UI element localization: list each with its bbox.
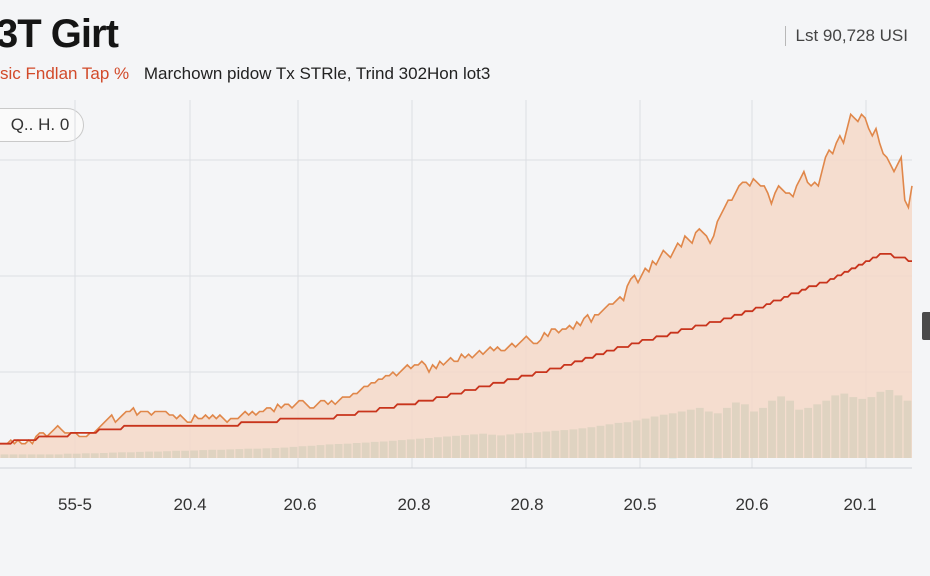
range-selector-button[interactable]: Q.. H. 0: [0, 108, 84, 142]
x-tick-label: 20.6: [283, 495, 316, 514]
x-tick-label: 20.4: [173, 495, 206, 514]
price-line: [0, 112, 913, 446]
subtitle-row: sic Fndlan Tap % Marchown pidow Tx STRle…: [0, 64, 490, 84]
subtitle-text: Marchown pidow Tx STRle, Trind 302Hon lo…: [143, 64, 491, 83]
scroll-handle[interactable]: [922, 312, 930, 340]
price-readout: Lst 90,728 USI: [784, 26, 908, 46]
subtitle-accent: sic Fndlan Tap %: [0, 64, 130, 83]
x-tick-label: 55-5: [58, 495, 92, 514]
x-tick-label: 20.6: [735, 495, 768, 514]
x-tick-label: 20.1: [843, 495, 876, 514]
x-tick-label: 20.8: [397, 495, 430, 514]
x-tick-label: 20.5: [623, 495, 656, 514]
price-area-fill: [0, 114, 912, 459]
chart-title: 3T Girt: [0, 12, 119, 56]
trend-line: [0, 253, 912, 445]
x-tick-label: 20.8: [510, 495, 543, 514]
x-axis-ticks: 55-5 20.4 20.6 20.8 20.8 20.5 20.6 20.1: [58, 495, 877, 514]
